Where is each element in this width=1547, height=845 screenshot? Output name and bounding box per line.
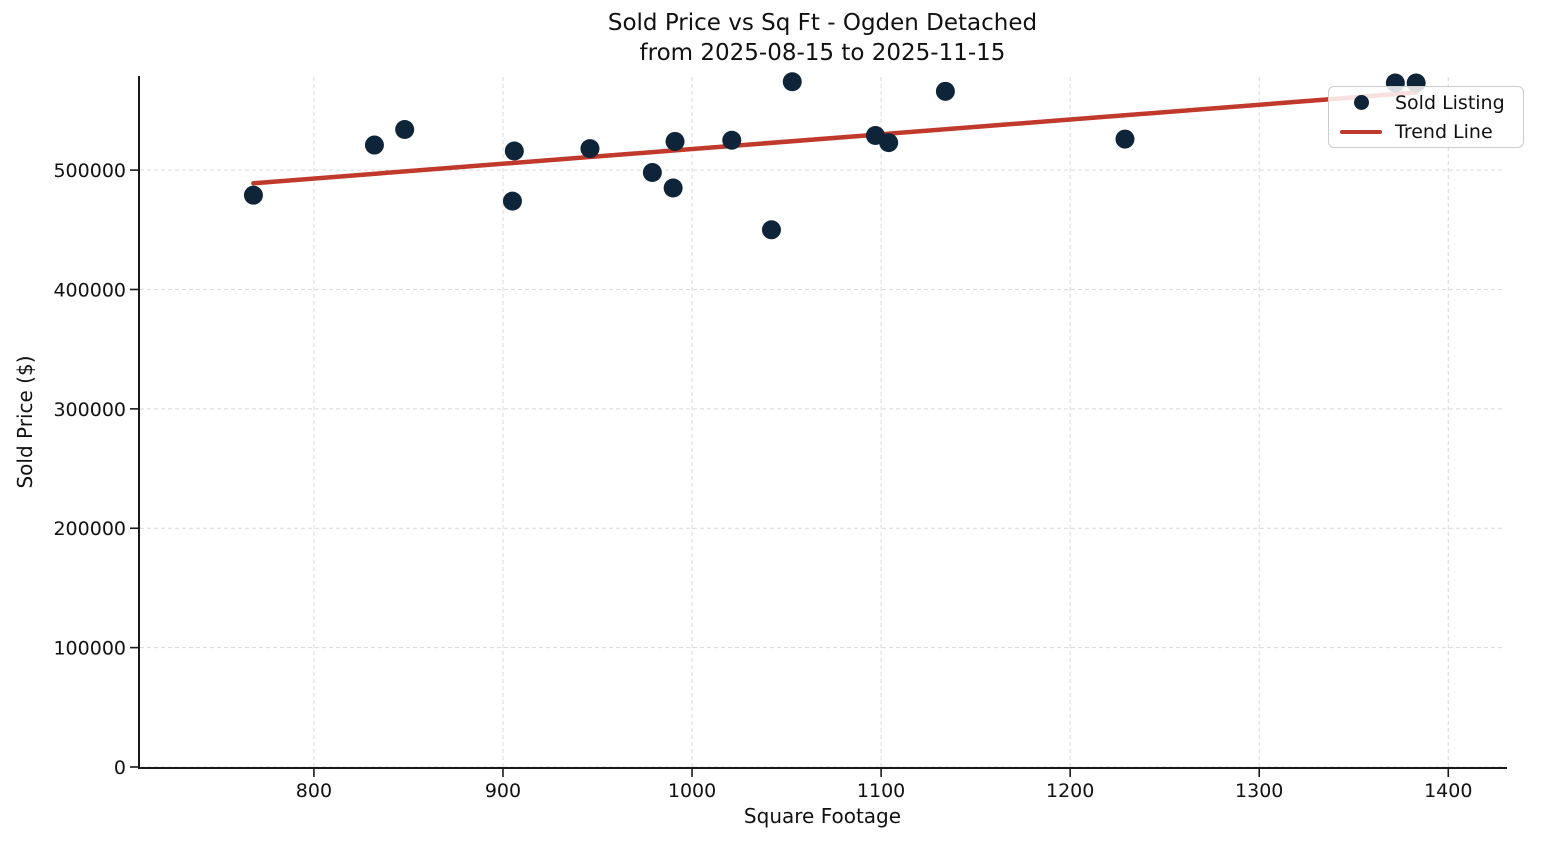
x-tick-label: 1100	[857, 780, 905, 802]
chart-title-line-2: from 2025-08-15 to 2025-11-15	[639, 40, 1006, 66]
x-tick-label: 1000	[668, 780, 716, 802]
y-axis-label: Sold Price ($)	[13, 355, 37, 489]
y-tick-label: 300000	[53, 399, 126, 421]
scatter-point	[1115, 129, 1135, 149]
scatter-point	[782, 72, 802, 92]
x-tick-label: 1200	[1046, 780, 1094, 802]
legend-label-trend-line: Trend Line	[1395, 120, 1493, 143]
scatter-point	[395, 120, 415, 140]
chart-title: Sold Price vs Sq Ft - Ogden Detached fro…	[140, 8, 1505, 68]
scatter-point	[504, 141, 524, 161]
scatter-point	[722, 130, 742, 150]
chart-title-line-1: Sold Price vs Sq Ft - Ogden Detached	[607, 10, 1038, 36]
x-tick-label: 800	[296, 780, 332, 802]
scatter-point	[935, 81, 955, 101]
x-tick-label: 1300	[1235, 780, 1283, 802]
trend-line	[251, 90, 1419, 186]
legend-row-sold-listing: Sold Listing	[1339, 92, 1513, 114]
legend-label-sold-listing: Sold Listing	[1395, 91, 1505, 114]
sold-listing-marker-icon	[1353, 95, 1369, 110]
scatter-point	[665, 131, 685, 151]
scatter-point	[879, 133, 899, 153]
legend: Sold Listing Trend Line	[1328, 86, 1524, 148]
x-tick-label: 1400	[1424, 780, 1472, 802]
y-tick-label: 100000	[53, 638, 126, 660]
y-tick-label: 200000	[53, 518, 126, 540]
scatter-point	[243, 185, 263, 205]
scatter-point	[761, 220, 781, 240]
scatter-point	[642, 163, 662, 183]
y-tick-label: 0	[114, 757, 126, 779]
scatter-point	[663, 178, 683, 198]
x-axis-label: Square Footage	[743, 804, 902, 828]
trend-line-marker-icon	[1340, 129, 1382, 134]
scatter-point	[364, 135, 384, 155]
y-tick-label: 500000	[53, 160, 126, 182]
scatter-point	[502, 191, 522, 211]
y-tick-label: 400000	[53, 279, 126, 301]
x-tick-label: 900	[485, 780, 521, 802]
legend-row-trend-line: Trend Line	[1339, 121, 1513, 143]
scatter-point	[580, 139, 600, 159]
